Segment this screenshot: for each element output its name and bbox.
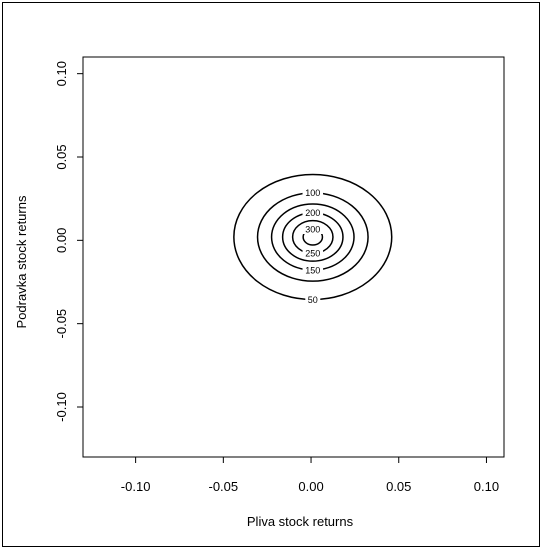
contour-label: 200 <box>305 208 320 218</box>
contour-label-bg <box>302 207 324 218</box>
contour-level-150: 150 <box>270 203 355 275</box>
contour-level-100: 100 <box>256 187 369 282</box>
x-tick-label: 0.10 <box>474 479 499 494</box>
y-tick-label: 0.10 <box>54 61 69 86</box>
contour-level-50: 50 <box>233 173 393 305</box>
x-tick-label: -0.05 <box>209 479 239 494</box>
x-axis: -0.10 -0.05 0.00 0.05 0.10 <box>121 456 499 494</box>
x-tick-label: 0.00 <box>298 479 323 494</box>
x-tick-label: -0.10 <box>121 479 151 494</box>
contour-level-200: 200 <box>281 207 344 262</box>
contour-label-bg <box>302 224 324 234</box>
y-tick-label: -0.05 <box>54 309 69 339</box>
contour-lines: 50 100 150 200 250 300 <box>233 173 393 305</box>
plot-box <box>82 56 505 458</box>
contour-level-250: 250 <box>291 219 334 259</box>
y-tick-label: 0.05 <box>54 144 69 169</box>
contour-label: 100 <box>305 188 320 198</box>
contour-label-bg <box>305 294 321 305</box>
contour-label: 150 <box>305 265 320 275</box>
contour-level-300: 300 <box>302 224 324 246</box>
y-tick-label: 0.00 <box>54 228 69 253</box>
x-axis-title: Pliva stock returns <box>247 514 354 529</box>
contour-label-bg <box>302 248 324 259</box>
contour-label-bg <box>302 187 324 198</box>
figure-frame <box>2 2 540 547</box>
contour-label-bg <box>302 265 324 275</box>
x-tick-label: 0.05 <box>386 479 411 494</box>
contour-label: 250 <box>305 249 320 259</box>
y-tick-label: -0.10 <box>54 392 69 422</box>
contour-label: 300 <box>305 224 320 234</box>
y-axis: -0.10 -0.05 0.00 0.05 0.10 <box>54 61 84 422</box>
y-axis-title: Podravka stock returns <box>14 195 29 328</box>
contour-label: 50 <box>308 295 318 305</box>
